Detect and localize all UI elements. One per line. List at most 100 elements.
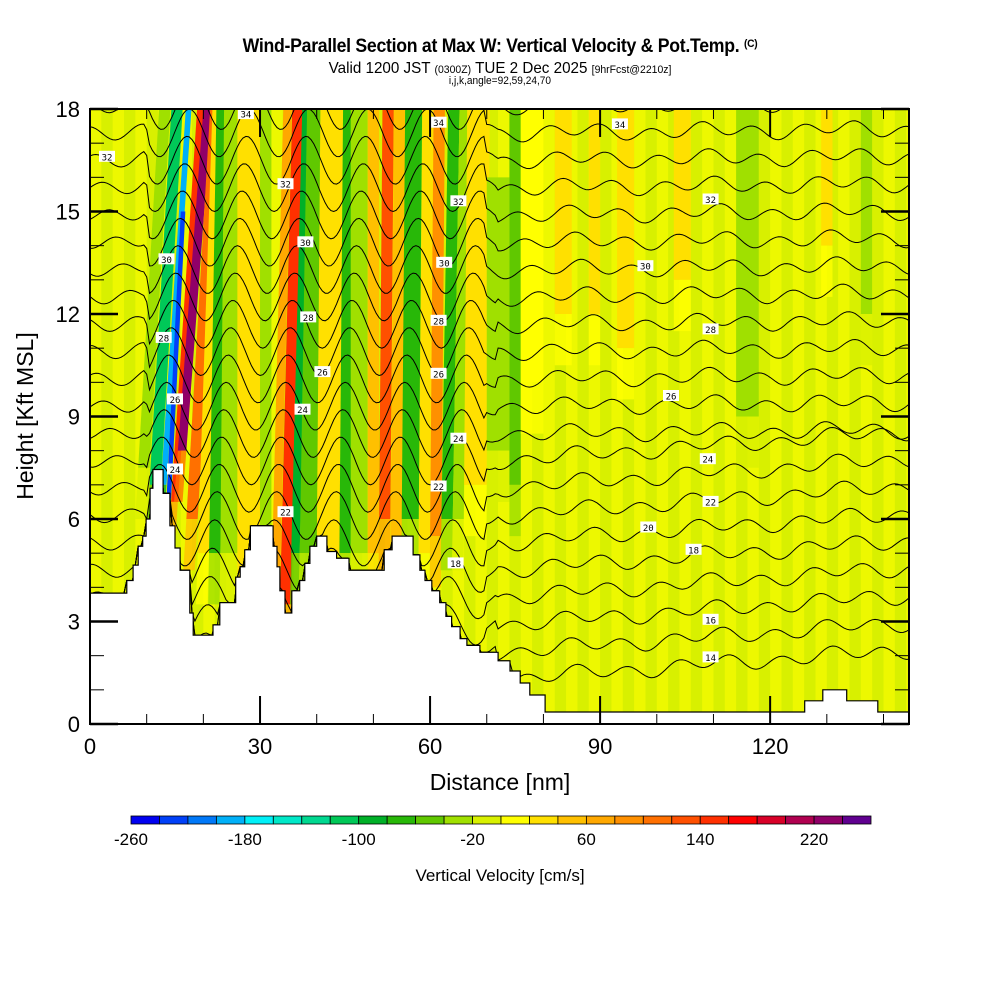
y-tick-label: 3 xyxy=(68,610,80,635)
contour-label-text: 28 xyxy=(303,314,314,324)
contour-labels: 34 34 34 32 32 32 32 30 30 30 30 28 28 28 28 26 26 26 26 24… xyxy=(99,109,719,664)
velocity-band-tail xyxy=(219,553,238,605)
velocity-band-tail xyxy=(736,416,759,468)
velocity-band xyxy=(177,109,212,451)
forecast-info: [9hrFcst@2210z] xyxy=(591,64,672,76)
contour-label-text: 28 xyxy=(158,334,169,344)
colorbar-tick-label: -180 xyxy=(228,830,262,849)
contour-label: 28 xyxy=(155,331,172,344)
theta-contour-line xyxy=(90,299,909,349)
contour-label-text: 34 xyxy=(433,119,444,129)
contour-label-text: 32 xyxy=(102,153,113,163)
x-tick-label: 60 xyxy=(418,734,442,759)
contour-label-text: 30 xyxy=(640,263,651,273)
contour-label-box xyxy=(436,256,453,268)
x-tick-label: 0 xyxy=(84,734,96,759)
contour-label: 28 xyxy=(430,314,447,327)
contour-label: 26 xyxy=(314,366,331,379)
contour-label: 28 xyxy=(702,323,719,336)
velocity-weak-band xyxy=(792,109,805,724)
x-tick-labels: 0 30 60 90 120 xyxy=(84,734,789,759)
velocity-band xyxy=(736,109,759,417)
colorbar-segment xyxy=(358,815,388,825)
theta-contour-line xyxy=(90,469,909,567)
y-tick-label: 0 xyxy=(68,712,80,737)
contour-label-box xyxy=(430,314,447,326)
colorbar-segment xyxy=(472,815,502,825)
valid-utc: (0300Z) xyxy=(434,64,472,76)
colorbar-segment xyxy=(614,815,644,825)
velocity-weak-band xyxy=(135,109,147,724)
contour-label-box xyxy=(300,311,317,323)
contour-label-box xyxy=(685,543,702,555)
colorbar-segment xyxy=(386,815,417,825)
velocity-band xyxy=(237,109,261,588)
contour-label-text: 30 xyxy=(300,239,311,249)
contour-label: 18 xyxy=(447,557,464,570)
velocity-band-tail xyxy=(195,553,210,605)
velocity-band-tail xyxy=(860,314,873,366)
valid-time: Valid 1200 JST xyxy=(328,60,431,77)
contour-label-box xyxy=(702,495,719,507)
contour-label-text: 30 xyxy=(161,256,172,266)
y-tick-label: 15 xyxy=(56,200,80,225)
colorbar-segment xyxy=(842,815,872,825)
y-tick-labels: 0 3 6 9 12 15 18 xyxy=(56,97,80,737)
velocity-band xyxy=(617,109,635,349)
contour-label-box xyxy=(167,463,183,475)
contour-label: 24 xyxy=(699,453,716,466)
contour-label: 32 xyxy=(702,193,719,206)
y-axis-title: Height [Kft MSL] xyxy=(12,332,38,499)
velocity-band xyxy=(554,109,572,314)
velocity-band xyxy=(588,109,601,314)
contour-label-box xyxy=(702,651,719,663)
contour-label: 28 xyxy=(300,311,317,324)
axis-ticks xyxy=(89,107,909,726)
velocity-band-tail xyxy=(554,314,572,366)
colorbar-segment xyxy=(642,815,673,825)
contour-label: 22 xyxy=(702,495,719,508)
colorbar-segment xyxy=(557,815,587,825)
contour-label-text: 26 xyxy=(170,396,181,406)
theta-contour-line xyxy=(90,163,909,213)
velocity-weak-band xyxy=(656,109,669,724)
contour-label-text: 22 xyxy=(433,483,444,493)
contour-label-box xyxy=(637,260,654,272)
contour-label-text: 16 xyxy=(705,616,716,626)
colorbar-segment xyxy=(329,815,360,825)
velocity-band xyxy=(316,109,344,554)
contour-label-box xyxy=(702,613,719,625)
contour-label: 18 xyxy=(685,543,702,556)
contour-label-box xyxy=(702,193,719,205)
velocity-weak-band xyxy=(566,109,578,724)
contour-label-box xyxy=(702,323,719,335)
colorbar-segment xyxy=(301,815,331,825)
contour-label-box xyxy=(277,506,294,518)
velocity-band xyxy=(271,109,292,588)
velocity-weak-band xyxy=(543,109,555,724)
velocity-band xyxy=(160,109,192,485)
contour-label-text: 24 xyxy=(453,435,464,445)
velocity-band xyxy=(486,177,510,451)
contour-label-text: 32 xyxy=(280,181,291,191)
contour-label-text: 24 xyxy=(170,466,181,476)
theta-contour-line xyxy=(90,453,909,513)
colorbar-title: Vertical Velocity [cm/s] xyxy=(415,866,584,885)
theta-contour-line xyxy=(90,354,909,404)
velocity-band xyxy=(821,109,833,246)
velocity-band-tail xyxy=(486,450,510,502)
theta-contour-line xyxy=(90,327,909,377)
theta-contour-line xyxy=(90,469,909,593)
colorbar xyxy=(130,815,872,825)
velocity-band xyxy=(339,109,355,554)
x-tick-label: 90 xyxy=(588,734,612,759)
theta-contour-line xyxy=(90,109,909,158)
colorbar-segment xyxy=(529,815,559,825)
contour-label-box xyxy=(430,116,447,128)
contour-label-text: 24 xyxy=(297,406,308,416)
contour-label-box xyxy=(167,393,183,405)
contour-label: 34 xyxy=(237,109,254,121)
colorbar-segment xyxy=(415,815,445,825)
colorbar-tick-label: 140 xyxy=(686,830,714,849)
